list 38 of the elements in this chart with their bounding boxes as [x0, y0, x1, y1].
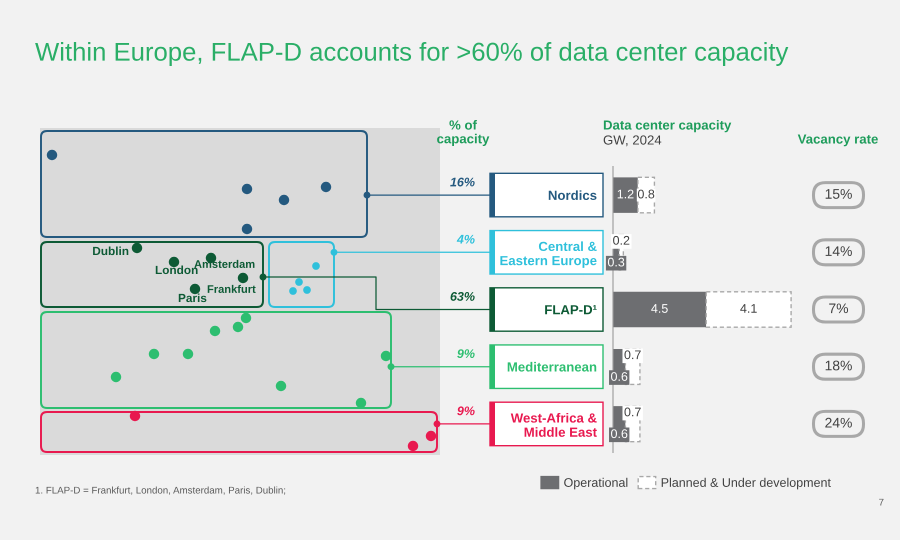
text: 16%	[450, 178, 475, 186]
text: % of capacity	[437, 120, 490, 146]
data-label: 4.5	[651, 304, 668, 313]
y-tick-label: Central & Eastern Europe	[500, 241, 597, 268]
data-label: 0.7	[624, 408, 641, 416]
data-label: 1.2	[618, 190, 634, 198]
text: Vacancy rate	[798, 134, 878, 146]
legend-label: Operational	[564, 478, 628, 490]
y-tick-label: West-Africa & Middle East	[510, 412, 597, 437]
legend-label: Planned & Under development	[662, 478, 831, 490]
text: 9%	[457, 406, 475, 416]
text: Frankfurt	[208, 284, 256, 293]
data-label: 0.7	[624, 350, 641, 360]
text: 24%	[825, 418, 852, 428]
data-label: 4.1	[740, 304, 757, 313]
y-tick-label: Mediterranean	[508, 362, 596, 372]
text: 18%	[826, 360, 852, 370]
y-tick-label: FLAP-D¹	[545, 305, 597, 314]
data-label: 0.6	[611, 372, 628, 381]
text: London	[156, 265, 198, 274]
chart-title: Data center capacity	[604, 120, 732, 132]
data-label: 0.3	[608, 258, 624, 267]
text: 9%	[457, 349, 475, 358]
text: Within Europe, FLAP-D accounts for >60% of data center capacity	[35, 42, 788, 66]
text: 14%	[826, 246, 852, 256]
chart-subtitle: GW, 2024	[604, 135, 662, 146]
text: 63%	[450, 292, 475, 301]
text: Paris	[178, 293, 206, 302]
data-label: 0.6	[611, 429, 628, 438]
data-label: 0.2	[613, 236, 630, 245]
text: 7%	[829, 303, 848, 314]
text: 1. FLAP-D = Frankfurt, London, Amsterdam, Paris, Dublin;	[36, 486, 286, 495]
text: Dublin	[93, 246, 128, 256]
y-tick-label: Nordics	[548, 190, 596, 200]
text: 7	[879, 498, 884, 506]
data-label: 0.8	[638, 190, 654, 198]
text: 15%	[826, 189, 852, 199]
text: 4%	[456, 234, 475, 244]
